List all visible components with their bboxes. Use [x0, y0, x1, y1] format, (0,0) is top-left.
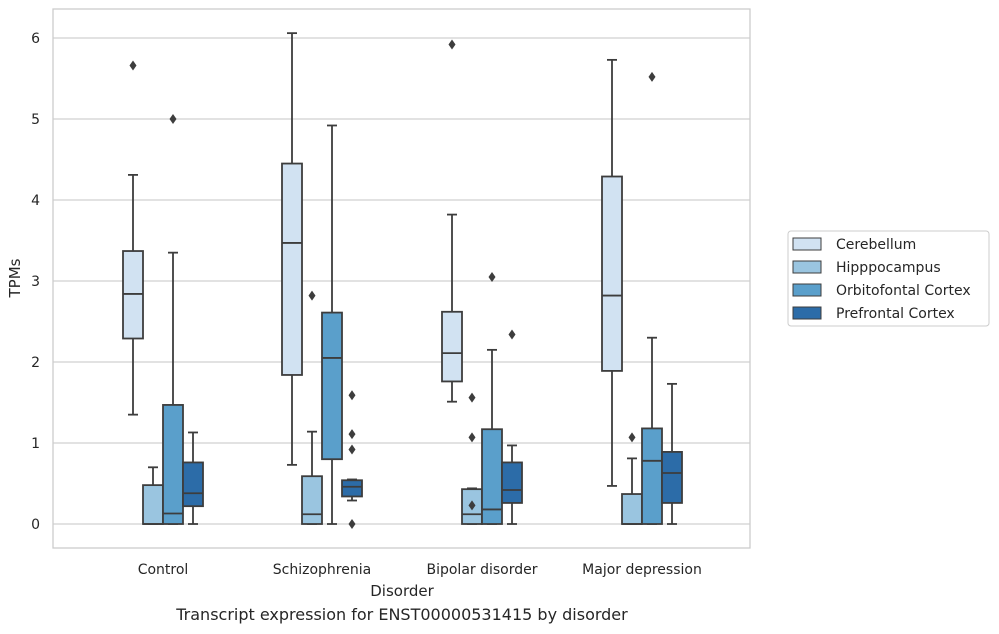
box-prefrontal-cortex: [501, 329, 523, 525]
box-marks: [122, 32, 683, 529]
box-body: [341, 479, 363, 498]
outlier-point: [468, 500, 476, 511]
box-body: [661, 451, 683, 504]
box-body: [621, 493, 643, 525]
outlier-point: [628, 432, 636, 443]
figure-caption: Transcript expression for ENST0000053141…: [176, 605, 628, 624]
box-orbitofontal-cortex: [321, 124, 343, 525]
outlier-point: [348, 390, 356, 401]
box-cerebellum: [281, 32, 303, 466]
legend-swatch: [792, 306, 822, 320]
box-cerebellum: [601, 58, 623, 487]
box-hipppocampus: [142, 466, 164, 525]
legend-entry-label: Orbitofontal Cortex: [836, 283, 971, 299]
outlier-point: [488, 271, 496, 282]
x-tick-labels: Control Schizophrenia Bipolar disorder Majo…: [138, 562, 702, 578]
legend-entry-label: Prefrontal Cortex: [836, 306, 955, 322]
y-tick-label: 5: [31, 112, 40, 128]
legend: Cerebellum Hipppocampus Orbitofontal Corte…: [787, 230, 990, 327]
box-body: [321, 311, 343, 461]
outlier-point: [468, 392, 476, 403]
outlier-point: [169, 114, 177, 124]
x-axis-label: Disorder: [370, 582, 434, 600]
box-body: [142, 484, 164, 525]
outlier-point: [448, 39, 456, 50]
outlier-point: [348, 429, 356, 440]
x-tick-label: Bipolar disorder: [426, 562, 537, 578]
box-body: [162, 404, 184, 525]
box-hipppocampus: [461, 392, 483, 525]
legend-swatch: [792, 260, 822, 274]
outlier-point: [648, 71, 656, 82]
y-tick-labels: 0 1 2 3 4 5 6: [31, 31, 40, 533]
box-body: [301, 475, 323, 525]
box-body: [641, 427, 663, 525]
outlier-point: [468, 432, 476, 443]
y-axis-label: TPMs: [6, 258, 24, 298]
x-tick-label: Schizophrenia: [273, 562, 371, 578]
box-hipppocampus: [621, 432, 643, 525]
box-prefrontal-cortex: [661, 382, 683, 525]
outlier-point: [348, 519, 356, 529]
outlier-point: [129, 60, 137, 71]
y-tick-label: 1: [31, 436, 40, 452]
y-tick-label: 2: [31, 355, 40, 371]
box-prefrontal-cortex: [341, 390, 363, 529]
x-tick-label: Control: [138, 562, 189, 578]
legend-entry-label: Hipppocampus: [836, 260, 941, 276]
box-body: [182, 461, 204, 508]
x-tick-label: Major depression: [582, 562, 702, 578]
legend-frame: [787, 230, 990, 327]
outlier-point: [508, 329, 516, 340]
box-cerebellum: [441, 39, 463, 403]
legend-swatch: [792, 237, 822, 251]
box-body: [441, 310, 463, 383]
box-orbitofontal-cortex: [641, 71, 663, 525]
outlier-point: [348, 444, 356, 455]
box-hipppocampus: [301, 290, 323, 525]
legend-entry-label: Cerebellum: [836, 237, 916, 253]
legend-swatch: [792, 283, 822, 297]
box-orbitofontal-cortex: [481, 271, 503, 525]
outlier-point: [308, 290, 316, 301]
y-tick-label: 4: [31, 193, 40, 209]
box-body: [281, 162, 303, 376]
box-prefrontal-cortex: [182, 431, 204, 525]
y-tick-label: 0: [31, 517, 40, 533]
box-orbitofontal-cortex: [162, 114, 184, 525]
y-tick-label: 6: [31, 31, 40, 47]
box-body: [601, 175, 623, 372]
plot-frame: [52, 8, 751, 549]
y-tick-label: 3: [31, 274, 40, 290]
box-body: [501, 461, 523, 504]
box-cerebellum: [122, 60, 144, 416]
